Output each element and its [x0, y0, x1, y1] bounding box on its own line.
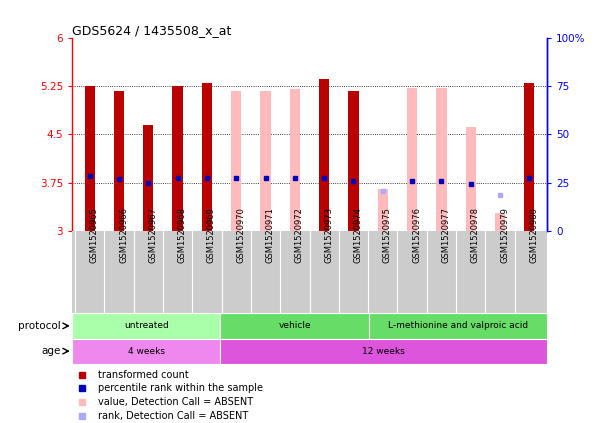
- Bar: [319, 79, 329, 231]
- Bar: [114, 91, 124, 231]
- Bar: [369, 313, 547, 338]
- Bar: [143, 125, 153, 231]
- Text: GDS5624 / 1435508_x_at: GDS5624 / 1435508_x_at: [72, 24, 231, 37]
- Bar: [172, 86, 183, 231]
- Bar: [72, 338, 221, 364]
- Text: GSM1520974: GSM1520974: [353, 207, 362, 263]
- Text: value, Detection Call = ABSENT: value, Detection Call = ABSENT: [98, 397, 254, 407]
- Bar: [436, 88, 447, 231]
- Bar: [231, 91, 242, 231]
- Text: GSM1520975: GSM1520975: [383, 207, 392, 263]
- Text: GSM1520969: GSM1520969: [207, 207, 216, 263]
- Bar: [85, 86, 95, 231]
- Text: 12 weeks: 12 weeks: [362, 346, 405, 356]
- Text: GSM1520971: GSM1520971: [266, 207, 275, 263]
- Text: GSM1520966: GSM1520966: [119, 207, 128, 263]
- Bar: [407, 88, 417, 231]
- Text: GSM1520979: GSM1520979: [500, 207, 509, 263]
- Text: GSM1520976: GSM1520976: [412, 207, 421, 263]
- Text: GSM1520977: GSM1520977: [441, 207, 450, 263]
- Text: transformed count: transformed count: [98, 370, 189, 380]
- Bar: [290, 89, 300, 231]
- Text: GSM1520980: GSM1520980: [529, 207, 538, 263]
- Bar: [495, 213, 505, 231]
- Text: percentile rank within the sample: percentile rank within the sample: [98, 384, 263, 393]
- Text: L-methionine and valproic acid: L-methionine and valproic acid: [388, 321, 528, 330]
- Text: GSM1520968: GSM1520968: [178, 207, 187, 263]
- Bar: [221, 313, 369, 338]
- Text: rank, Detection Call = ABSENT: rank, Detection Call = ABSENT: [98, 411, 248, 421]
- Text: GSM1520973: GSM1520973: [324, 207, 333, 263]
- Text: 4 weeks: 4 weeks: [128, 346, 165, 356]
- Text: protocol: protocol: [17, 321, 60, 331]
- Text: GSM1520967: GSM1520967: [148, 207, 157, 263]
- Bar: [466, 126, 476, 231]
- Text: GSM1520970: GSM1520970: [236, 207, 245, 263]
- Bar: [202, 83, 212, 231]
- Text: untreated: untreated: [124, 321, 169, 330]
- Bar: [524, 83, 534, 231]
- Text: GSM1520978: GSM1520978: [471, 207, 480, 263]
- Text: GSM1520972: GSM1520972: [295, 207, 304, 263]
- Text: age: age: [41, 346, 60, 356]
- Text: GSM1520965: GSM1520965: [90, 207, 99, 263]
- Text: vehicle: vehicle: [278, 321, 311, 330]
- Bar: [377, 189, 388, 231]
- Bar: [260, 91, 270, 231]
- Bar: [221, 338, 547, 364]
- Bar: [349, 91, 359, 231]
- Bar: [72, 313, 221, 338]
